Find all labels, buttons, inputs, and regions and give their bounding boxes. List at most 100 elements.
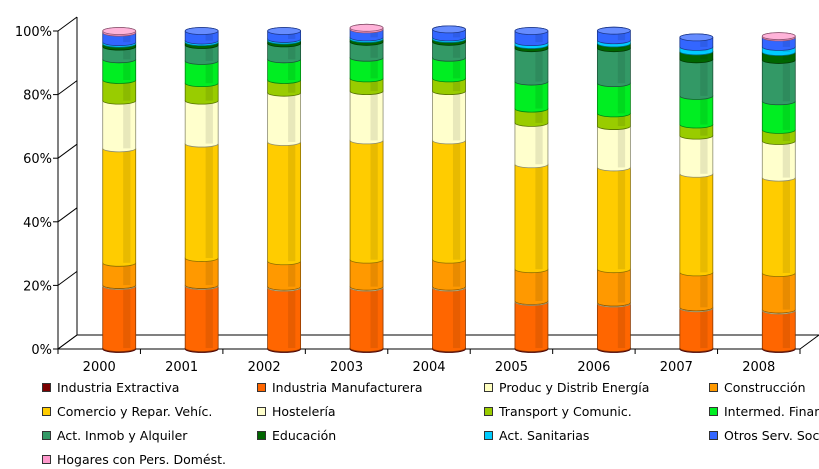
bar-segment-shade — [700, 37, 708, 47]
bar-segment-shade — [782, 51, 790, 60]
bar-segment — [102, 282, 137, 352]
legend-label: Produc y Distrib Energía — [499, 380, 650, 395]
bar-segment-shade — [205, 44, 213, 61]
bar-segment-shade — [782, 129, 790, 142]
legend-label: Hogares con Pers. Domést. — [57, 452, 227, 467]
bar-stack — [267, 27, 302, 353]
y-tick-diagonal — [57, 16, 78, 32]
bar-stack — [596, 26, 631, 353]
bar-segment-shade — [617, 83, 626, 114]
bar-segment — [267, 88, 302, 146]
legend-label: Act. Sanitarias — [499, 428, 590, 443]
legend-swatch — [42, 383, 51, 392]
bar-stack — [184, 27, 219, 353]
bar-top-cap — [432, 25, 466, 34]
legend-label: Intermed. Financ — [724, 404, 819, 419]
y-tick-label: 60% — [23, 152, 52, 167]
bar-segment-shade — [617, 303, 626, 349]
legend-item: Act. Inmob y Alquiler — [42, 428, 187, 443]
y-tick-diagonal — [57, 207, 78, 223]
bar-segment-shade — [205, 60, 213, 84]
bar-segment — [102, 96, 137, 153]
bars — [102, 23, 796, 353]
bar-segment-shade — [205, 83, 213, 101]
bar-segment-shade — [370, 41, 378, 58]
bar-segment-shade — [535, 48, 543, 82]
legend-item: Otros Serv. Soc. — [709, 428, 819, 443]
bar-segment-shade — [288, 141, 296, 262]
bar-stack — [432, 25, 466, 353]
bar-segment-shade — [617, 167, 626, 270]
legend-label: Comercio y Repar. Vehíc. — [57, 404, 213, 419]
bar-stack — [349, 23, 384, 353]
legend-label: Industria Extractiva — [57, 380, 180, 395]
bar-segment-shade — [452, 78, 461, 92]
bar-segment-shade — [452, 29, 461, 38]
legend-swatch — [484, 431, 493, 440]
bar-stack — [679, 33, 714, 353]
bar-segment — [102, 144, 137, 267]
bar-segment-shade — [535, 31, 543, 43]
bar-segment-shade — [370, 140, 378, 260]
bar-segment-shade — [288, 43, 296, 60]
bar-top-cap — [596, 26, 631, 35]
bar-segment-shade — [205, 100, 213, 144]
bar-segment-shade — [617, 113, 626, 127]
bar-segment-shade — [700, 308, 708, 349]
bar-top-cap — [102, 27, 137, 35]
bar-stack — [514, 27, 549, 353]
bar-segment-shade — [205, 31, 213, 41]
bar-segment-shade — [452, 287, 461, 349]
bar-segment — [432, 283, 466, 352]
bar-segment-shade — [370, 91, 378, 141]
legend-swatch — [709, 407, 718, 416]
bar-stack — [761, 32, 796, 353]
y-tick-label: 100% — [15, 25, 52, 40]
x-tick-label: 2004 — [412, 360, 445, 375]
legend-item: Intermed. Financ — [709, 404, 819, 419]
bar-top-cap — [761, 32, 796, 40]
legend-item: Transport y Comunic. — [484, 404, 632, 419]
bar-segment — [679, 169, 714, 277]
legend-item: Hostelería — [257, 404, 336, 419]
bar-segment — [596, 299, 631, 352]
bar-segment-shade — [700, 135, 708, 174]
axis-labels: 0% 20% 40% 60% 80% 100% 2000 2001 2002 2003 2004 20… — [15, 25, 775, 375]
bar-segment-shade — [123, 286, 131, 349]
bar-segment-shade — [205, 258, 213, 286]
bar-segment-shade — [288, 59, 296, 80]
legend-swatch — [257, 431, 266, 440]
bar-segment-shade — [452, 259, 461, 287]
legend-label: Construcción — [724, 380, 806, 395]
bar-top-cap — [349, 23, 384, 32]
x-tick-label: 2008 — [742, 360, 775, 375]
bar-segment — [514, 160, 549, 274]
bar-segment — [761, 173, 796, 277]
bar-segment-shade — [205, 143, 213, 259]
legend-swatch — [709, 431, 718, 440]
bar-segment-shade — [123, 59, 131, 80]
bar-top-cap — [184, 27, 219, 35]
bar-segment-shade — [288, 31, 296, 39]
legend-label: Transport y Comunic. — [499, 404, 632, 419]
legend-swatch — [257, 383, 266, 392]
legend-item: Construcción — [709, 380, 806, 395]
legend-item: Industria Manufacturera — [257, 380, 423, 395]
legend-item: Produc y Distrib Energía — [484, 380, 649, 395]
bar-segment-shade — [205, 286, 213, 349]
legend-label: Hostelería — [272, 404, 336, 419]
bar-segment-shade — [288, 287, 296, 349]
y-tick-diagonal — [57, 80, 78, 96]
legend-swatch — [484, 407, 493, 416]
legend-swatch — [42, 455, 51, 464]
bar-segment — [184, 282, 219, 352]
bar-segment — [596, 163, 631, 274]
bar-segment — [184, 139, 219, 262]
bar-segment — [432, 87, 466, 145]
x-tick-label: 2001 — [165, 360, 198, 375]
bar-segment-shade — [452, 57, 461, 79]
legend-swatch — [257, 407, 266, 416]
legend-swatch — [42, 431, 51, 440]
bar-stack — [102, 27, 137, 353]
